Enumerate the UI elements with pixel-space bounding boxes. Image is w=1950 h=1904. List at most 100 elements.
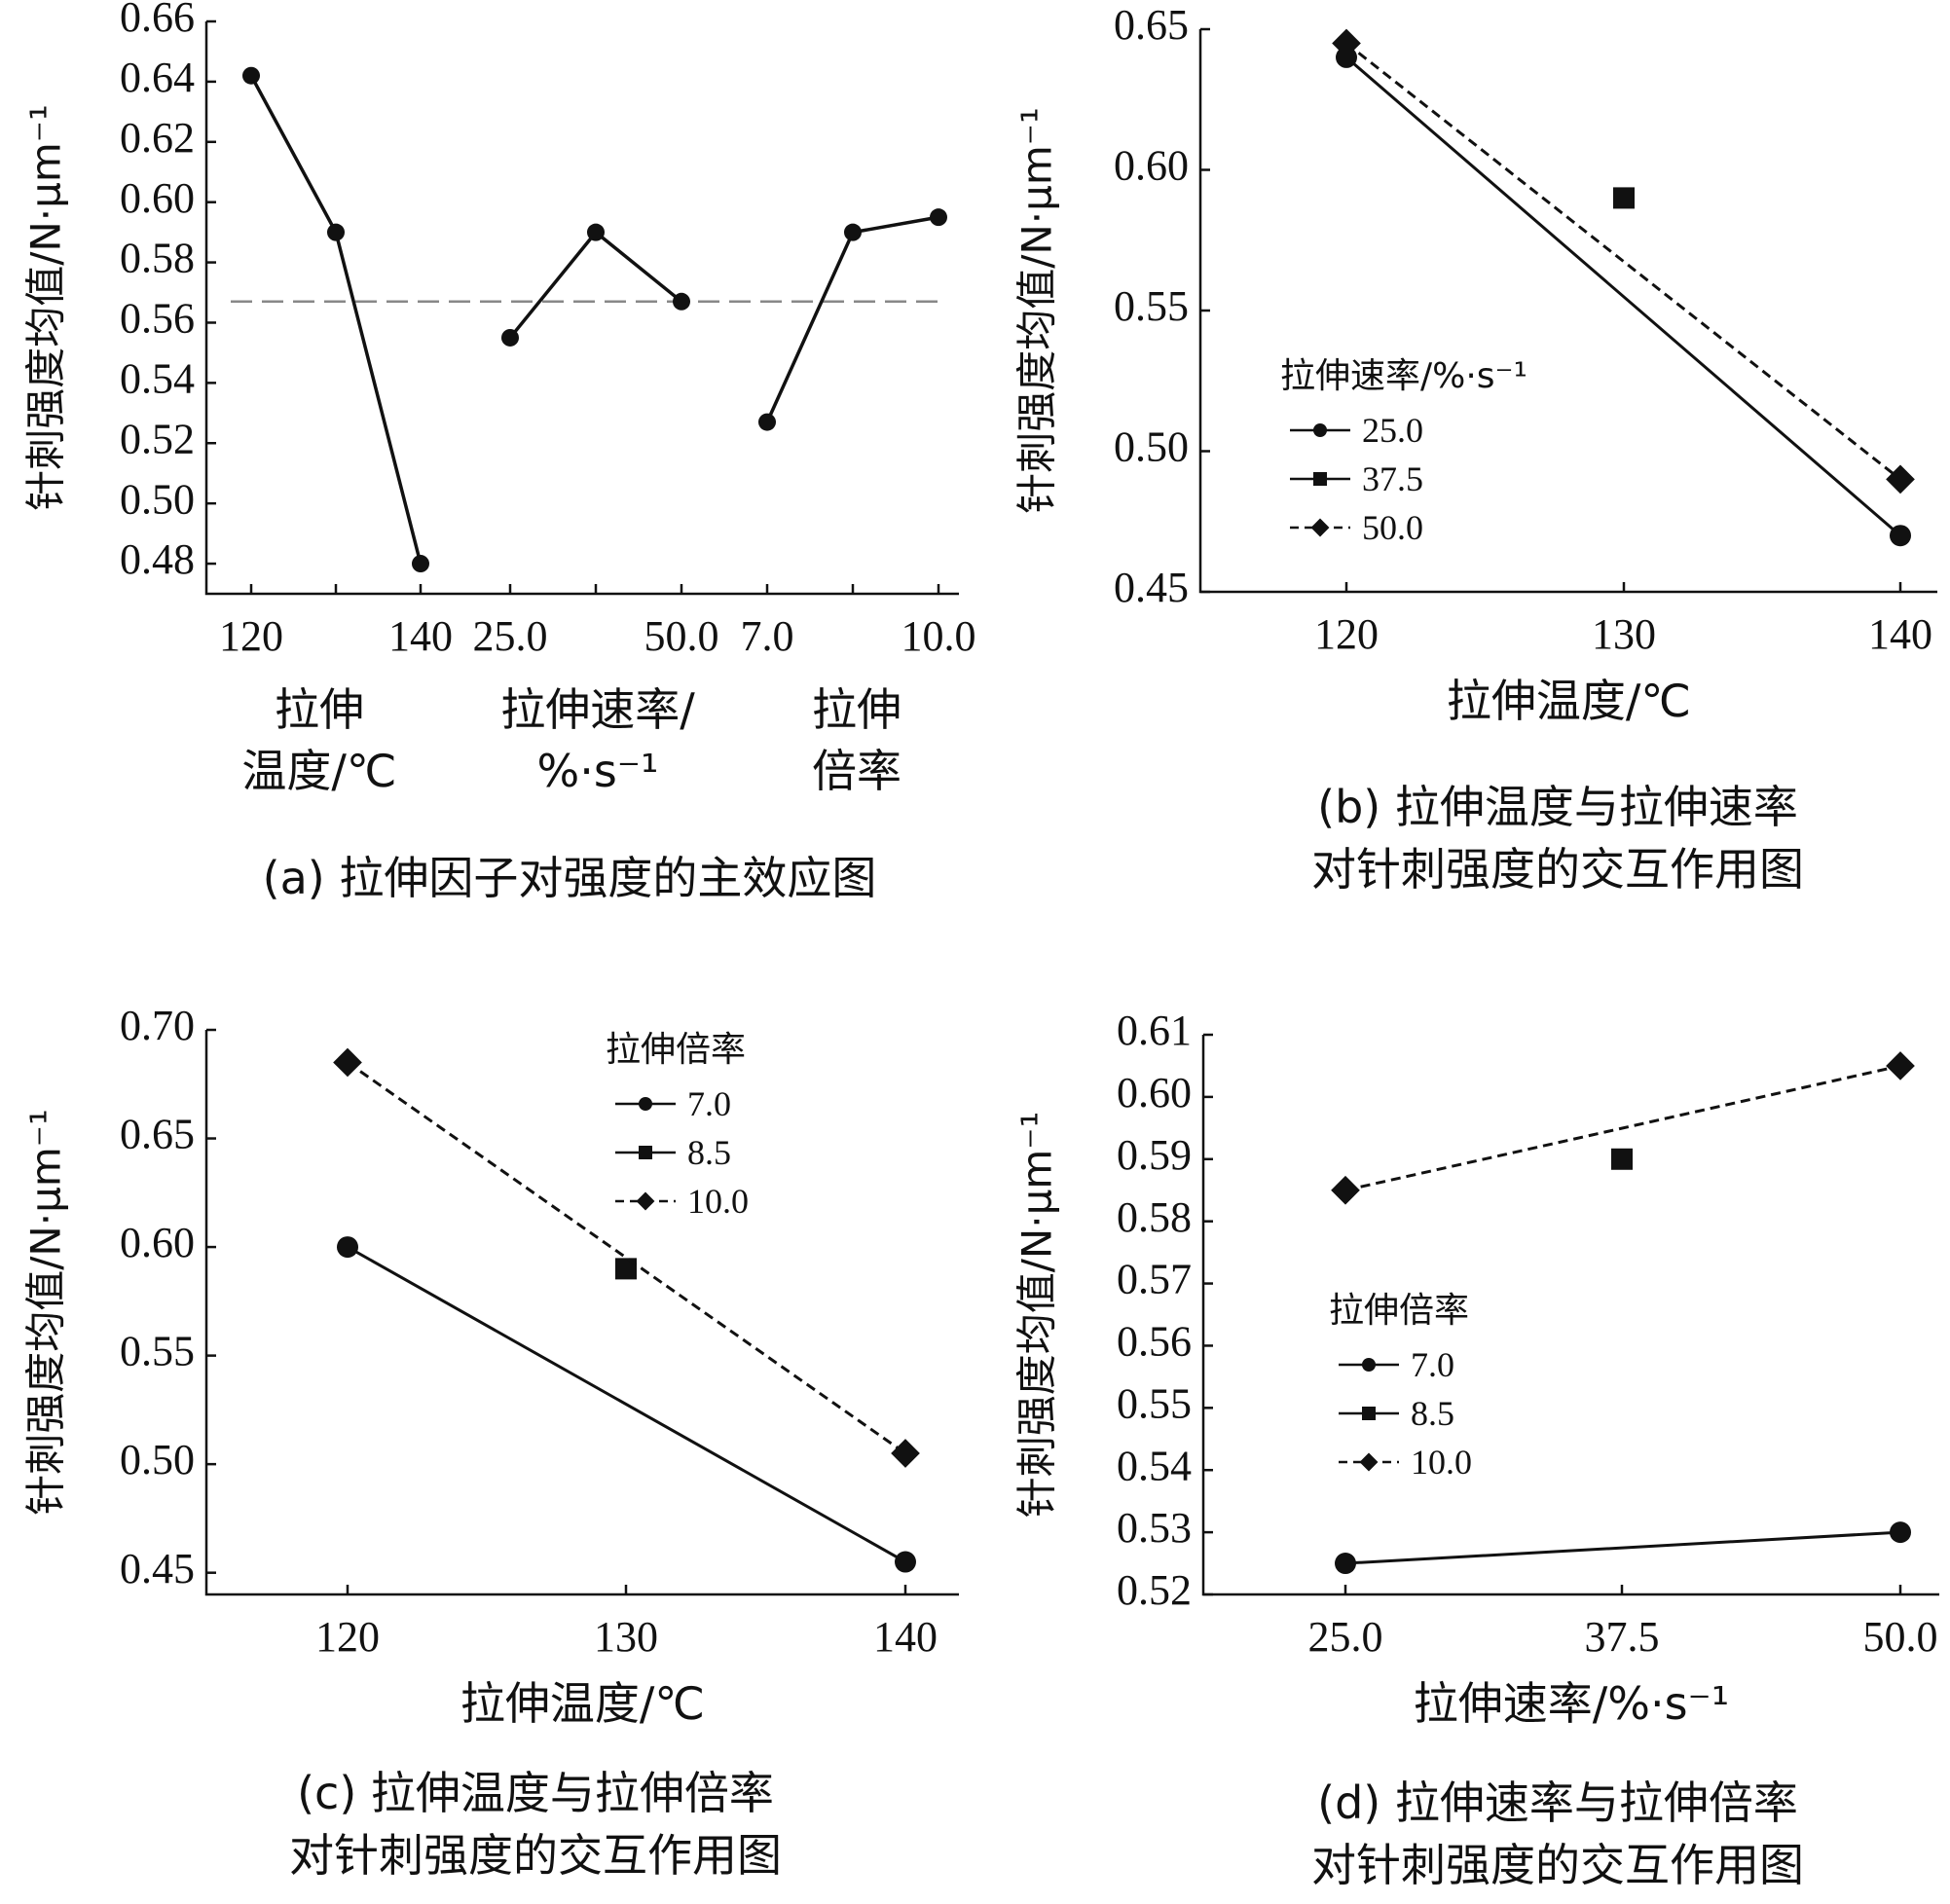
y-tick-label: 0.52: [120, 415, 195, 462]
main-effect-line: [249, 74, 423, 565]
x-axis-label: 拉伸速率/%·s⁻¹: [1414, 1677, 1730, 1730]
x-tick-label: 120: [219, 612, 283, 660]
axes: [204, 1030, 959, 1596]
legend-title: 拉伸倍率: [1329, 1291, 1469, 1331]
x-tick-label: 25.0: [473, 612, 548, 660]
x-tick-label: 37.5: [1585, 1613, 1660, 1661]
data-point: [891, 1439, 920, 1468]
data-point: [895, 1551, 916, 1573]
series-line: [347, 1245, 906, 1563]
series-line: [1344, 1064, 1901, 1192]
legend-marker: [639, 1097, 652, 1111]
series-line: [1344, 1530, 1901, 1565]
data-point: [930, 208, 947, 227]
data-point: [587, 223, 605, 241]
y-tick-label: 0.60: [1117, 1069, 1192, 1117]
y-tick-label: 0.45: [1114, 564, 1189, 611]
panel-caption: (a) 拉伸因子对强度的主效应图: [263, 852, 877, 904]
x-tick-label: 140: [388, 612, 453, 660]
panel-caption: (b) 拉伸温度与拉伸速率: [1317, 781, 1798, 833]
legend-title: 拉伸速率/%·s⁻¹: [1280, 356, 1527, 396]
y-axis-label: 针刺强度均值/N·μm⁻¹: [1013, 1112, 1061, 1519]
y-tick-label: 0.48: [120, 535, 195, 583]
x-tick-label: 7.0: [741, 612, 794, 660]
legend-item-label: 50.0: [1362, 508, 1423, 547]
data-point: [242, 66, 260, 85]
data-point: [844, 223, 862, 241]
y-tick-label: 0.54: [120, 354, 195, 402]
panel-caption: 对针刺强度的交互作用图: [1311, 1839, 1804, 1891]
x-tick-label: 140: [873, 1613, 938, 1661]
x-tick-label: 120: [1314, 610, 1379, 658]
y-tick-label: 0.56: [1117, 1318, 1192, 1366]
data-point: [333, 1047, 362, 1078]
panel-caption: 对针刺强度的交互作用图: [289, 1829, 782, 1882]
factor-label: 倍率: [812, 745, 901, 797]
y-tick-label: 0.60: [120, 1219, 195, 1266]
y-tick-label: 0.61: [1117, 1007, 1192, 1054]
y-axis-label: 针刺强度均值/N·μm⁻¹: [22, 1109, 70, 1516]
legend-marker: [1310, 518, 1330, 537]
panel-d-interaction: 0.52 0.53 0.54 0.55 0.56 0.57 0.58 0.59 0.60 0.61…: [1013, 1007, 1939, 1891]
y-tick-label: 0.50: [120, 1436, 195, 1483]
legend-marker: [639, 1146, 652, 1159]
y-tick-label: 0.55: [120, 1328, 195, 1375]
y-tick-label: 0.70: [120, 1002, 195, 1049]
y-tick-label: 0.59: [1117, 1131, 1192, 1179]
y-tick-label: 0.58: [1117, 1193, 1192, 1241]
legend-item-label: 8.5: [1411, 1394, 1454, 1433]
legend-item-label: 8.5: [687, 1133, 731, 1172]
data-point: [1890, 525, 1911, 547]
data-point: [673, 292, 690, 311]
y-tick-label: 0.55: [1114, 282, 1189, 330]
legend-item-label: 37.5: [1362, 459, 1423, 498]
data-point: [501, 328, 519, 347]
y-tick-label: 0.58: [120, 235, 195, 282]
legend-item-label: 7.0: [687, 1084, 731, 1123]
main-effect-line: [508, 230, 683, 340]
panel-a-main-effects: 0.48 0.50 0.52 0.54 0.56 0.58 0.60 0.62 0.64 0.66…: [22, 0, 976, 904]
legend-marker: [636, 1191, 655, 1211]
x-axis-label: 拉伸温度/℃: [1447, 675, 1691, 727]
panel-caption: 对针刺强度的交互作用图: [1311, 843, 1804, 896]
y-tick-label: 0.60: [120, 174, 195, 222]
data-point: [1331, 1175, 1360, 1205]
data-point: [337, 1236, 358, 1259]
legend-marker: [1359, 1452, 1379, 1472]
factor-label: 温度/℃: [241, 745, 396, 797]
y-tick-label: 0.65: [1114, 1, 1189, 49]
y-axis-label: 针刺强度均值/N·μm⁻¹: [22, 104, 70, 511]
panel-caption: (d) 拉伸速率与拉伸倍率: [1317, 1776, 1798, 1829]
panel-caption: (c) 拉伸温度与拉伸倍率: [297, 1767, 774, 1819]
data-point: [1332, 28, 1361, 58]
data-point: [1890, 1521, 1911, 1544]
legend-item-label: 25.0: [1362, 411, 1423, 450]
x-tick-label: 130: [594, 1613, 658, 1661]
y-tick-label: 0.55: [1117, 1379, 1192, 1427]
x-tick-label: 140: [1868, 610, 1932, 658]
x-axis-label: 拉伸温度/℃: [460, 1677, 705, 1730]
y-tick-label: 0.66: [120, 0, 195, 41]
legend-item-label: 10.0: [687, 1182, 749, 1221]
x-tick-label: 10.0: [901, 612, 976, 660]
data-point: [758, 413, 776, 431]
legend-item-label: 10.0: [1411, 1443, 1472, 1482]
data-point: [327, 223, 345, 241]
data-point: [1613, 187, 1635, 209]
series-line: [1345, 42, 1901, 481]
data-point: [1886, 464, 1915, 494]
y-tick-label: 0.45: [120, 1545, 195, 1593]
factor-label: %·s⁻¹: [536, 745, 658, 797]
legend-marker: [1313, 472, 1327, 486]
y-tick-label: 0.57: [1117, 1256, 1192, 1303]
legend-marker: [1362, 1407, 1376, 1420]
factor-label: 拉伸: [812, 683, 901, 736]
axes: [204, 21, 959, 596]
legend-item-label: 7.0: [1411, 1345, 1454, 1384]
data-point: [1611, 1148, 1633, 1170]
factor-label: 拉伸: [275, 683, 364, 736]
data-point: [615, 1258, 637, 1280]
data-point: [1886, 1051, 1915, 1080]
main-effect-line: [765, 215, 939, 423]
y-tick-label: 0.56: [120, 295, 195, 343]
